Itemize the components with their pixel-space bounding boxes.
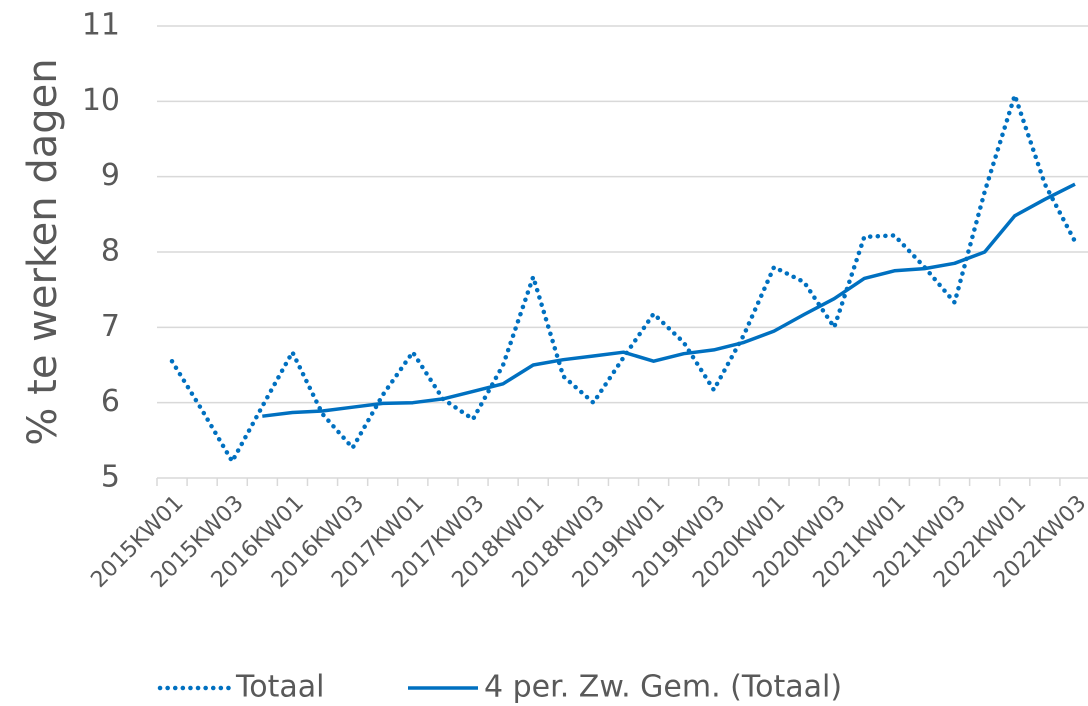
y-tick-label: 7 [101, 309, 120, 344]
y-axis-title: % te werken dagen [20, 58, 66, 445]
series-line [169, 93, 1078, 464]
series-line [262, 182, 1076, 418]
y-tick-label: 5 [101, 460, 120, 495]
y-tick-label: 6 [101, 384, 120, 419]
legend-label: Totaal [235, 670, 324, 705]
y-tick-label: 8 [101, 234, 120, 269]
y-tick-label: 9 [101, 158, 120, 193]
legend-label: 4 per. Zw. Gem. (Totaal) [484, 670, 842, 705]
y-tick-label: 11 [82, 8, 120, 43]
y-tick-label: 10 [82, 83, 120, 118]
